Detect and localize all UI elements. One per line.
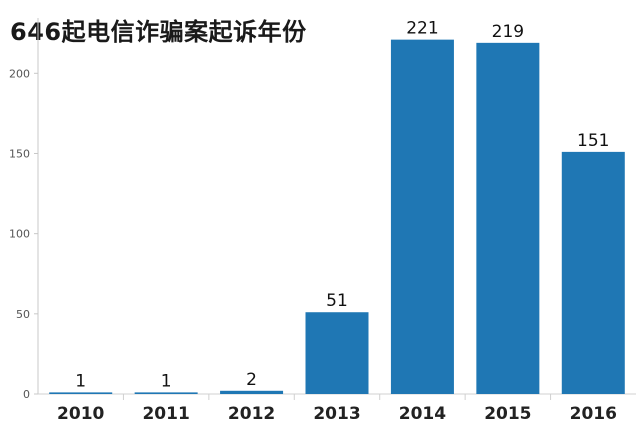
data-label-2013: 51 <box>326 291 348 311</box>
chart-title: 646起电信诈骗案起诉年份 <box>10 18 307 46</box>
bar-2015 <box>476 42 540 395</box>
y-tick-label: 50 <box>16 308 30 321</box>
data-label-2015: 219 <box>492 22 524 42</box>
y-tick-label: 150 <box>9 147 30 160</box>
data-label-2016: 151 <box>577 131 609 151</box>
x-tick-label-2013: 2013 <box>313 404 360 424</box>
y-tick-label: 200 <box>9 67 30 80</box>
bar-2013 <box>305 312 369 394</box>
data-label-2012: 2 <box>246 370 257 390</box>
x-tick-label-2012: 2012 <box>228 404 275 424</box>
data-label-2010: 1 <box>75 371 86 391</box>
data-label-2011: 1 <box>161 371 172 391</box>
bar-2016 <box>561 151 625 394</box>
data-label-2014: 221 <box>406 19 438 39</box>
x-tick-label-2014: 2014 <box>399 404 446 424</box>
x-tick-label-2011: 2011 <box>142 404 189 424</box>
bar-2011 <box>134 392 198 394</box>
y-tick-label: 100 <box>9 228 30 241</box>
x-tick-label-2010: 2010 <box>57 404 104 424</box>
y-tick-label: 0 <box>23 388 30 401</box>
bar-2014 <box>390 39 454 394</box>
x-tick-label-2015: 2015 <box>484 404 531 424</box>
bar-2010 <box>49 392 113 394</box>
x-tick-label-2016: 2016 <box>570 404 617 424</box>
bar-2012 <box>220 390 284 394</box>
